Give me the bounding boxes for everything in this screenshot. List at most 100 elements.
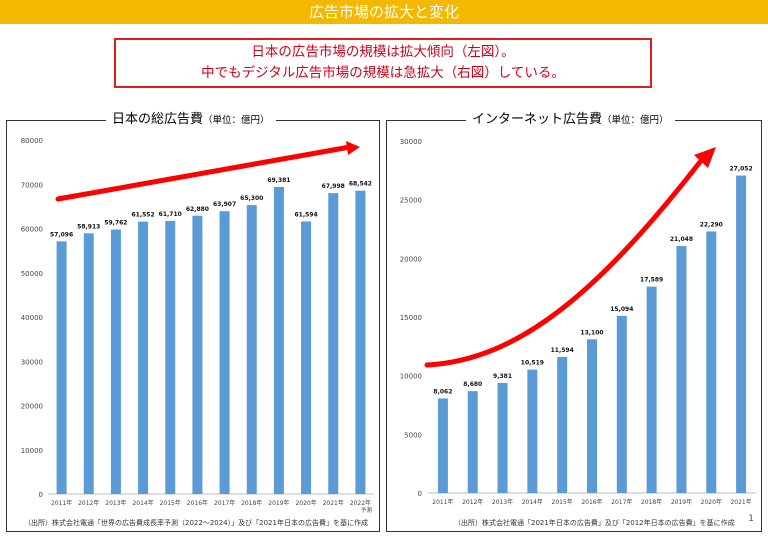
right-y-tick-label: 0	[418, 490, 422, 498]
left-x-tick-label: 2012年	[78, 499, 99, 507]
left-data-label: 59,762	[104, 220, 127, 227]
right-chart-title-text: インターネット広告費	[472, 112, 603, 127]
right-bar	[467, 391, 478, 493]
right-x-tick-label: 2013年	[492, 498, 513, 506]
right-bar	[557, 356, 568, 493]
left-source-note: （出所）株式会社電通「世界の広告費成長率予測（2022～2024）」及び「202…	[24, 519, 368, 527]
summary-callout: 日本の広告市場の規模は拡大傾向（左図）。 中でもデジタル広告市場の規模は急拡大（…	[114, 38, 652, 88]
right-y-tick-label: 15000	[400, 314, 422, 322]
right-y-tick-label: 30000	[400, 138, 422, 146]
page-title: 広告市場の拡大と変化	[308, 3, 459, 21]
right-bar	[616, 315, 627, 493]
left-data-label: 57,096	[50, 231, 73, 238]
left-trend-arrow	[55, 144, 353, 202]
left-bar	[192, 215, 203, 495]
left-data-label: 69,381	[267, 177, 290, 184]
right-x-tick-label: 2018年	[641, 498, 662, 506]
left-bar	[301, 221, 312, 495]
right-x-tick-label: 2015年	[552, 498, 573, 506]
left-chart-title: 日本の総広告費（単位：億円）	[106, 112, 276, 129]
right-bar	[527, 369, 538, 493]
right-bar	[736, 175, 747, 494]
left-x-tick-label: 2020年	[295, 499, 316, 507]
left-y-tick-label: 0	[39, 491, 43, 499]
right-x-tick-label: 2011年	[432, 498, 453, 506]
left-data-label: 61,552	[132, 212, 155, 219]
left-bar	[138, 221, 149, 495]
left-data-label: 62,880	[186, 206, 209, 213]
left-bar	[355, 190, 366, 494]
left-x-tick-note: 予測	[361, 506, 373, 514]
left-x-tick-label: 2019年	[268, 499, 289, 507]
right-x-tick-label: 2012年	[462, 498, 483, 506]
right-chart-unit: （単位：億円）	[602, 115, 669, 126]
callout-line-1: 日本の広告市場の規模は拡大傾向（左図）。	[251, 44, 515, 60]
right-y-tick-label: 20000	[400, 255, 422, 263]
left-data-label: 58,913	[77, 223, 100, 230]
left-y-tick-label: 20000	[21, 403, 43, 411]
callout-line-2: 中でもデジタル広告市場の規模は急拡大（右図）している。	[201, 65, 565, 81]
right-data-label: 9,381	[493, 373, 512, 380]
left-bar	[246, 205, 257, 495]
right-source-note: （出所）株式会社電通「2021年日本の広告費」及び「2012年日本の広告費」を基…	[454, 519, 735, 527]
left-x-tick-label: 2014年	[132, 499, 153, 507]
right-chart-title: インターネット広告費（単位：億円）	[466, 112, 675, 129]
left-y-tick-label: 70000	[21, 181, 43, 189]
left-y-tick-label: 50000	[21, 270, 43, 278]
left-bar	[56, 241, 67, 494]
right-data-label: 8,062	[433, 388, 452, 395]
right-trend-arrow-head	[694, 147, 716, 168]
left-bar	[273, 186, 284, 494]
left-bar	[83, 233, 94, 494]
left-data-label: 61,710	[159, 211, 182, 218]
left-y-tick-label: 80000	[21, 137, 43, 145]
right-y-tick-label: 5000	[404, 431, 422, 439]
left-bar	[165, 220, 176, 495]
left-data-label: 68,542	[349, 181, 372, 188]
left-y-tick-label: 10000	[21, 447, 43, 455]
left-y-tick-label: 40000	[21, 314, 43, 322]
right-y-tick-label: 10000	[400, 373, 422, 381]
right-data-label: 17,589	[640, 277, 663, 284]
left-x-tick-label: 2022年	[350, 499, 371, 507]
right-bar	[587, 339, 597, 493]
left-y-tick-label: 60000	[21, 226, 43, 234]
right-data-label: 13,100	[580, 329, 603, 336]
right-bar	[437, 398, 448, 493]
left-chart-title-text: 日本の総広告費	[112, 112, 204, 127]
right-data-label: 10,519	[521, 360, 544, 367]
right-x-tick-label: 2019年	[671, 498, 692, 506]
right-data-label: 27,052	[730, 166, 753, 173]
left-data-label: 63,907	[213, 201, 236, 208]
right-data-label: 8,680	[463, 381, 482, 388]
left-data-label: 65,300	[240, 195, 263, 202]
right-x-tick-label: 2020年	[701, 498, 722, 506]
left-x-tick-label: 2013年	[105, 499, 126, 507]
header-banner: 広告市場の拡大と変化	[0, 0, 768, 24]
left-chart-unit: （単位：億円）	[203, 115, 270, 126]
right-x-tick-label: 2014年	[522, 498, 543, 506]
right-bar	[706, 231, 717, 494]
right-data-label: 15,094	[610, 306, 633, 313]
right-bar	[676, 246, 687, 493]
right-bar	[646, 286, 657, 493]
left-x-tick-label: 2017年	[214, 499, 235, 507]
right-x-tick-label: 2017年	[611, 498, 632, 506]
right-x-tick-label: 2021年	[730, 498, 751, 506]
page-number: 1	[748, 514, 754, 524]
left-x-tick-label: 2015年	[160, 499, 181, 507]
left-y-tick-label: 30000	[21, 358, 43, 366]
right-data-label: 22,290	[700, 221, 723, 228]
left-bar	[328, 193, 339, 494]
left-x-tick-label: 2011年	[51, 499, 72, 507]
right-bar	[497, 382, 508, 493]
right-data-label: 11,594	[551, 347, 574, 354]
left-bar	[219, 211, 230, 494]
left-x-tick-label: 2018年	[241, 499, 262, 507]
left-bar	[110, 229, 121, 494]
left-data-label: 67,998	[322, 183, 345, 190]
right-trend-arrow	[424, 159, 703, 368]
left-x-tick-label: 2016年	[187, 499, 208, 507]
